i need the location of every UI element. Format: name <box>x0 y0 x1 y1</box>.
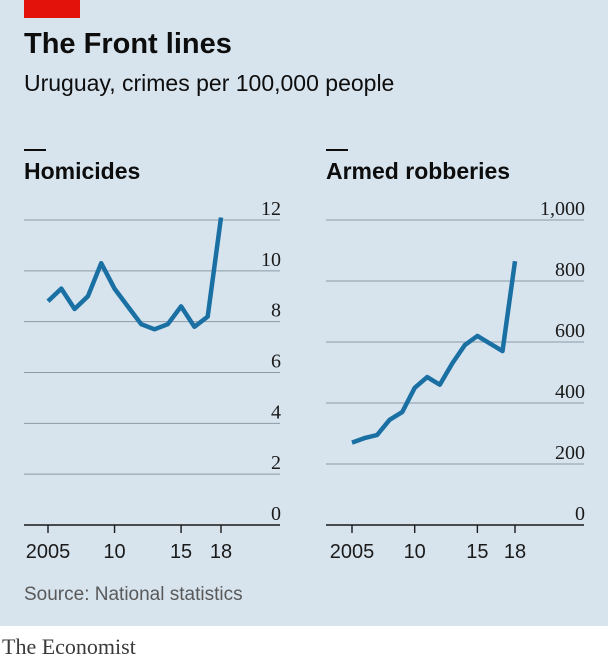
homicides-ytick-label: 6 <box>271 351 281 373</box>
robberies-series-line <box>351 260 518 445</box>
robberies-xtick-label: 10 <box>404 541 426 563</box>
robberies-ytick-label: 1,000 <box>540 198 585 220</box>
homicides-ytick-label: 4 <box>271 401 281 423</box>
homicides-title-rule <box>24 149 46 151</box>
robberies-ytick-label: 400 <box>555 381 585 403</box>
homicides-ytick-label: 10 <box>261 249 281 271</box>
robberies-title-rule <box>326 149 348 151</box>
robberies-ytick-label: 0 <box>575 503 585 525</box>
homicides-series-line <box>46 217 224 332</box>
robberies-ytick-label: 600 <box>555 320 585 342</box>
homicides-xtick-label: 2005 <box>26 541 71 563</box>
robberies-chart-title: Armed robberies <box>326 158 511 184</box>
brand-wordmark: The Economist <box>2 634 136 659</box>
homicides-xtick-label: 15 <box>170 541 192 563</box>
page-subtitle: Uruguay, crimes per 100,000 people <box>24 70 395 96</box>
homicides-chart: 0 2 4 6 8 10 12 2005 10 15 18 <box>24 198 281 563</box>
robberies-xtick-label: 15 <box>466 541 488 563</box>
robberies-ytick-label: 200 <box>555 442 585 464</box>
homicides-ytick-label: 12 <box>261 198 281 220</box>
robberies-xtick-label: 2005 <box>330 541 375 563</box>
page-title: The Front lines <box>24 28 232 60</box>
homicides-chart-title: Homicides <box>24 158 141 184</box>
homicides-xtick-label: 18 <box>210 541 232 563</box>
homicides-ytick-label: 8 <box>271 300 281 322</box>
homicides-xtick-label: 10 <box>103 541 125 563</box>
homicides-ytick-label: 2 <box>271 452 281 474</box>
robberies-chart: 0 200 400 600 800 1,000 2005 10 15 18 <box>326 198 585 563</box>
robberies-xtick-label: 18 <box>504 541 526 563</box>
robberies-ytick-label: 800 <box>555 259 585 281</box>
brand-red-tag <box>24 0 80 18</box>
homicides-ytick-label: 0 <box>271 503 281 525</box>
source-note: Source: National statistics <box>24 584 243 605</box>
